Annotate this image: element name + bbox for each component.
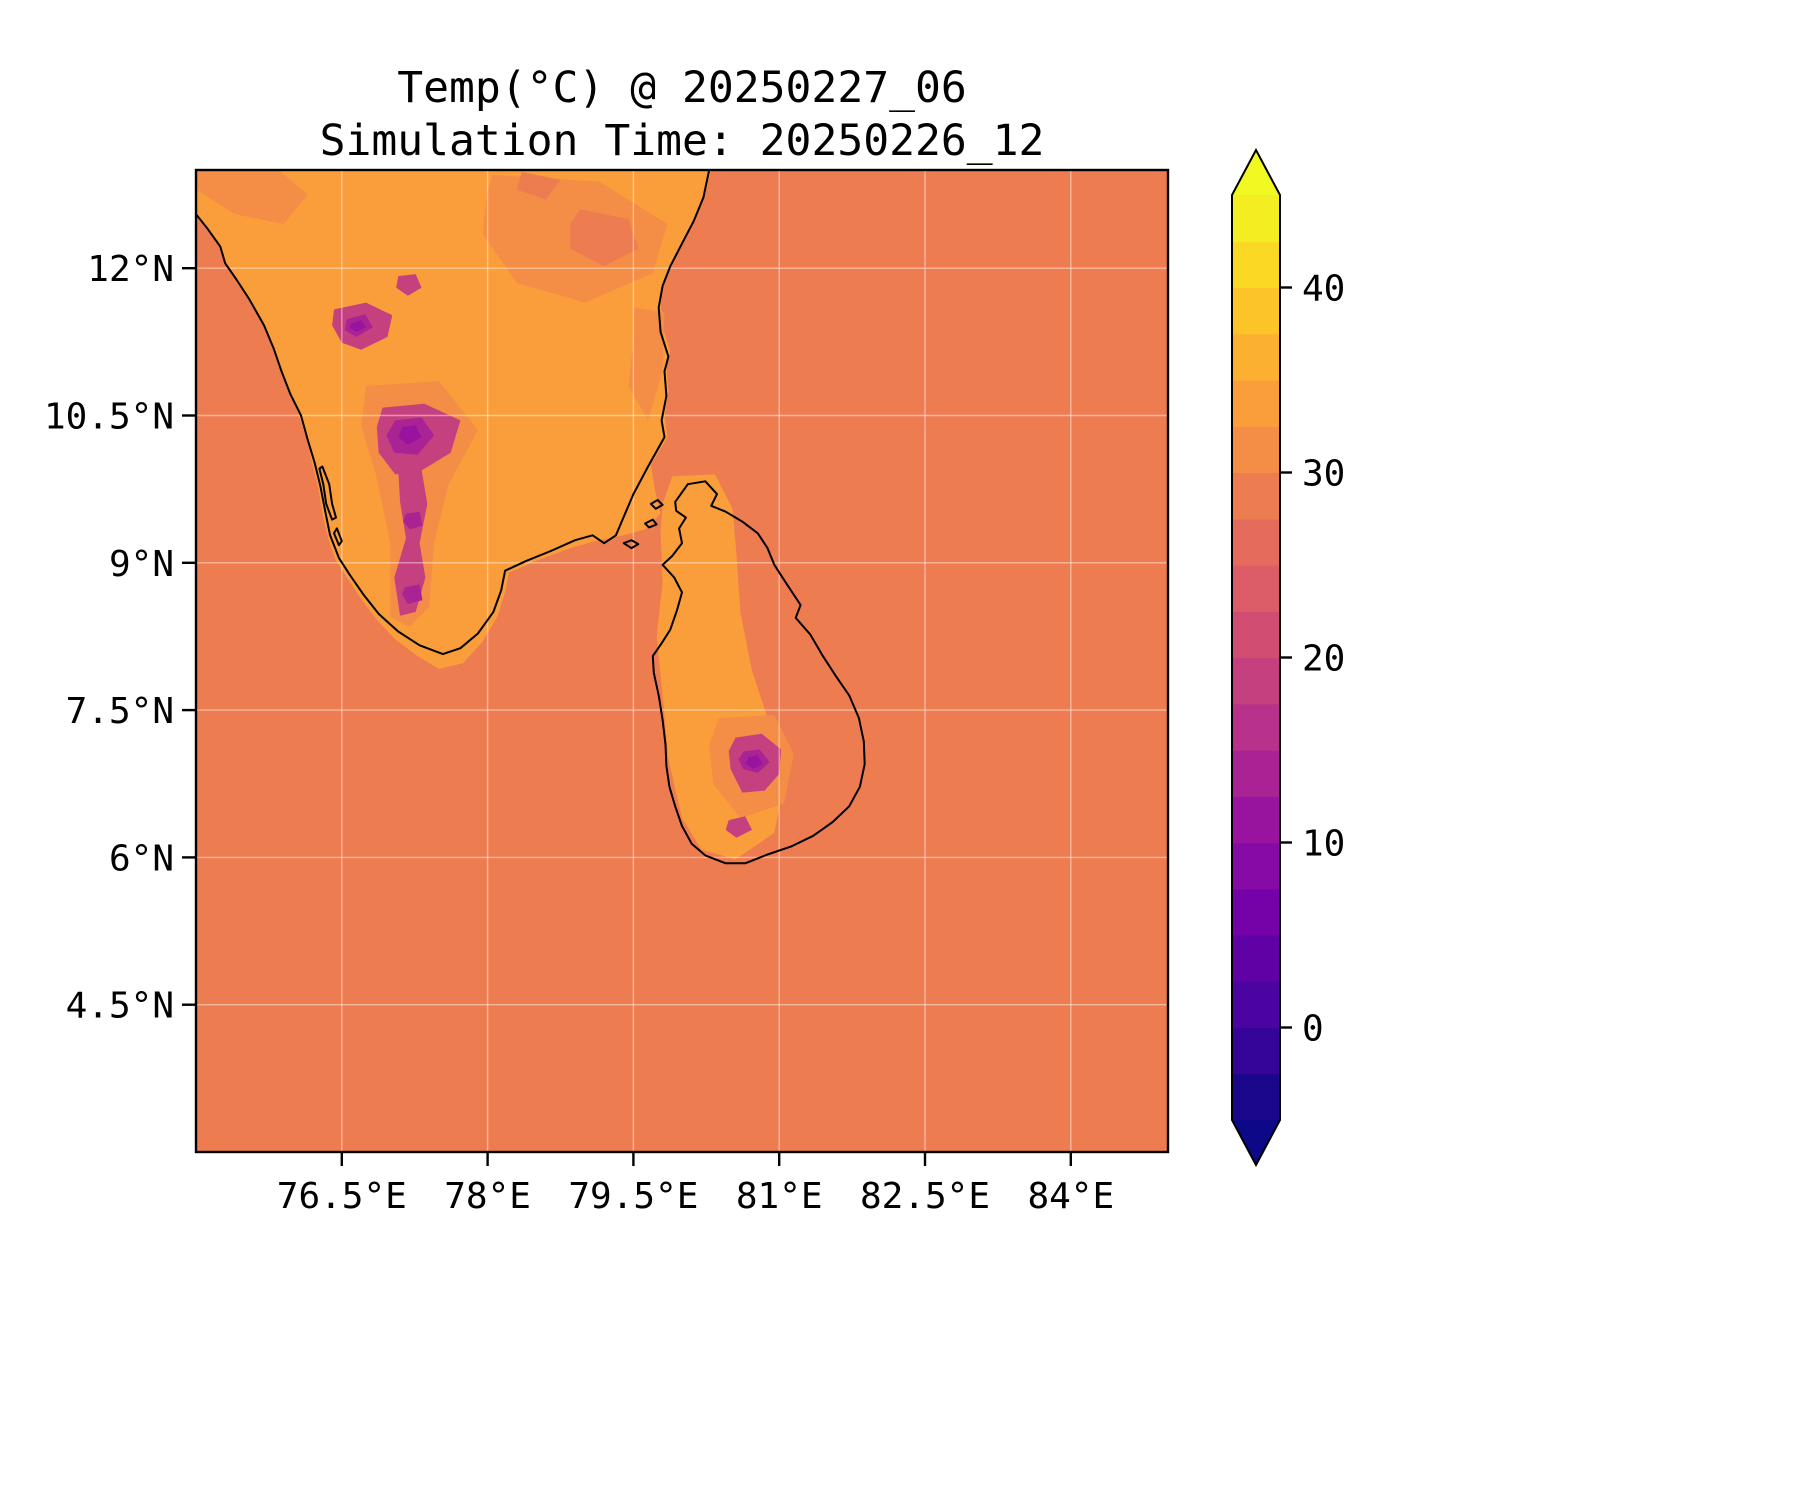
colorbar-tick-label: 30 — [1302, 454, 1345, 495]
colorbar-arrow-bottom — [1232, 1120, 1280, 1165]
island-palk-2 — [644, 518, 658, 529]
lagoon-ashtamudi — [333, 527, 343, 547]
colorbar-band — [1232, 195, 1280, 242]
x-tick-label: 81°E — [736, 1176, 823, 1217]
colorbar-band — [1232, 472, 1280, 520]
colorbar-band — [1232, 750, 1280, 797]
palani-bright-core — [398, 425, 422, 445]
cardamom-purple-spot-2 — [402, 584, 423, 604]
x-tick-label: 79.5°E — [568, 1176, 698, 1217]
colorbar-band — [1232, 1027, 1280, 1075]
colorbar-tick-label: 40 — [1302, 269, 1345, 310]
sl-south-magenta — [725, 816, 752, 838]
island-rameswaram — [622, 539, 640, 550]
colorbar-tick-label: 0 — [1302, 1009, 1324, 1050]
colorbar-band — [1232, 518, 1280, 566]
nilgiris-bright-core — [349, 320, 367, 332]
cardamom-magenta-strip — [394, 469, 428, 616]
y-tick-label: 12°N — [87, 249, 174, 290]
colorbar-band — [1232, 287, 1280, 335]
cardamom-purple-spot-1 — [403, 511, 423, 530]
map-border — [194, 168, 1170, 1154]
colorbar-band — [1232, 333, 1280, 381]
transition-topleft — [196, 170, 308, 224]
colorbar-tick-label: 20 — [1302, 639, 1345, 680]
colorbar-band — [1232, 842, 1280, 890]
colorbar-band — [1232, 796, 1280, 844]
colorbar-band — [1232, 426, 1280, 474]
sl-bright-core — [746, 755, 763, 769]
x-tick-label: 84°E — [1027, 1176, 1114, 1217]
y-tick-label: 7.5°N — [66, 691, 174, 732]
y-tick-label: 9°N — [109, 544, 174, 585]
colorbar-band — [1232, 657, 1280, 705]
x-tick-label: 82.5°E — [860, 1176, 990, 1217]
magenta-dot-north — [396, 274, 422, 296]
x-tick-label: 78°E — [444, 1176, 531, 1217]
cool-patch-ne-1 — [570, 209, 639, 267]
cool-patch-ne-2 — [516, 172, 561, 200]
x-tick-label: 76.5°E — [277, 1176, 407, 1217]
y-tick-label: 10.5°N — [44, 397, 174, 438]
island-palk-1 — [649, 499, 664, 510]
grid-layer — [196, 170, 1168, 1152]
colorbar-band — [1232, 241, 1280, 289]
colorbar-band — [1232, 935, 1280, 982]
y-tick-label: 6°N — [109, 838, 174, 879]
colorbar-band — [1232, 703, 1280, 751]
colorbar-band — [1232, 981, 1280, 1029]
map-layer — [196, 170, 1168, 1152]
lagoon-vembanad — [318, 465, 337, 521]
colorbar-outline — [1231, 147, 1281, 1168]
chart-subtitle: Simulation Time: 20250226_12 — [320, 116, 1045, 166]
colorbar-band — [1232, 611, 1280, 659]
colorbar-band — [1232, 1073, 1280, 1121]
colorbar-arrow-top — [1232, 150, 1280, 195]
y-tick-label: 4.5°N — [66, 986, 174, 1027]
transition-east-coast — [628, 307, 665, 421]
axes-layer: 76.5°E 78°E 79.5°E 81°E 82.5°E 84°E 12°N 10.5°N… — [44, 168, 1170, 1217]
colorbar-band — [1232, 565, 1280, 612]
chart-title: Temp(°C) @ 20250227_06 — [397, 63, 967, 113]
colorbar-band — [1232, 380, 1280, 427]
colorbar-tick-label: 10 — [1302, 824, 1345, 865]
coastline-sri-lanka — [651, 480, 866, 865]
colorbar-band — [1232, 888, 1280, 936]
colorbar: 0 10 20 30 40 — [1231, 147, 1345, 1168]
coastline-india — [196, 170, 711, 656]
coastline-layer — [196, 170, 866, 865]
